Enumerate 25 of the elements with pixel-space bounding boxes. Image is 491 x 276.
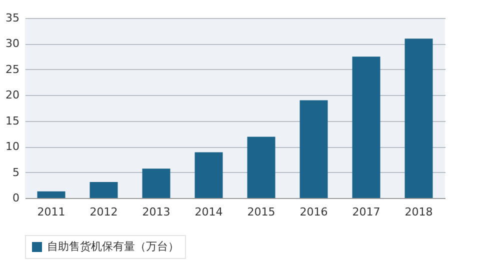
bar (352, 56, 380, 198)
x-tick-label: 2013 (142, 206, 170, 218)
y-tick-label: 5 (12, 166, 20, 179)
x-tick-label: 2012 (90, 206, 118, 218)
legend-label: 自助售货机保有量（万台） (47, 240, 179, 253)
bar (300, 100, 328, 198)
bar (194, 152, 223, 198)
bar (37, 191, 66, 198)
y-tick-label: 35 (6, 12, 20, 24)
y-tick-label: 25 (6, 62, 20, 76)
bar (142, 168, 170, 198)
x-tick-label: 2011 (37, 206, 66, 218)
y-tick-label: 0 (12, 192, 20, 204)
bar (404, 38, 433, 198)
y-tick-label: 15 (6, 114, 20, 128)
bar (247, 136, 276, 198)
bar (90, 182, 118, 198)
x-tick-label: 2015 (247, 206, 276, 218)
x-tick-label: 2016 (300, 206, 328, 218)
y-tick-label: 20 (6, 88, 20, 102)
y-tick-label: 10 (6, 140, 20, 154)
x-tick-label: 2014 (194, 206, 223, 218)
y-tick-label: 30 (6, 37, 20, 50)
x-tick-label: 2017 (352, 206, 380, 218)
x-tick-label: 2018 (404, 206, 433, 218)
